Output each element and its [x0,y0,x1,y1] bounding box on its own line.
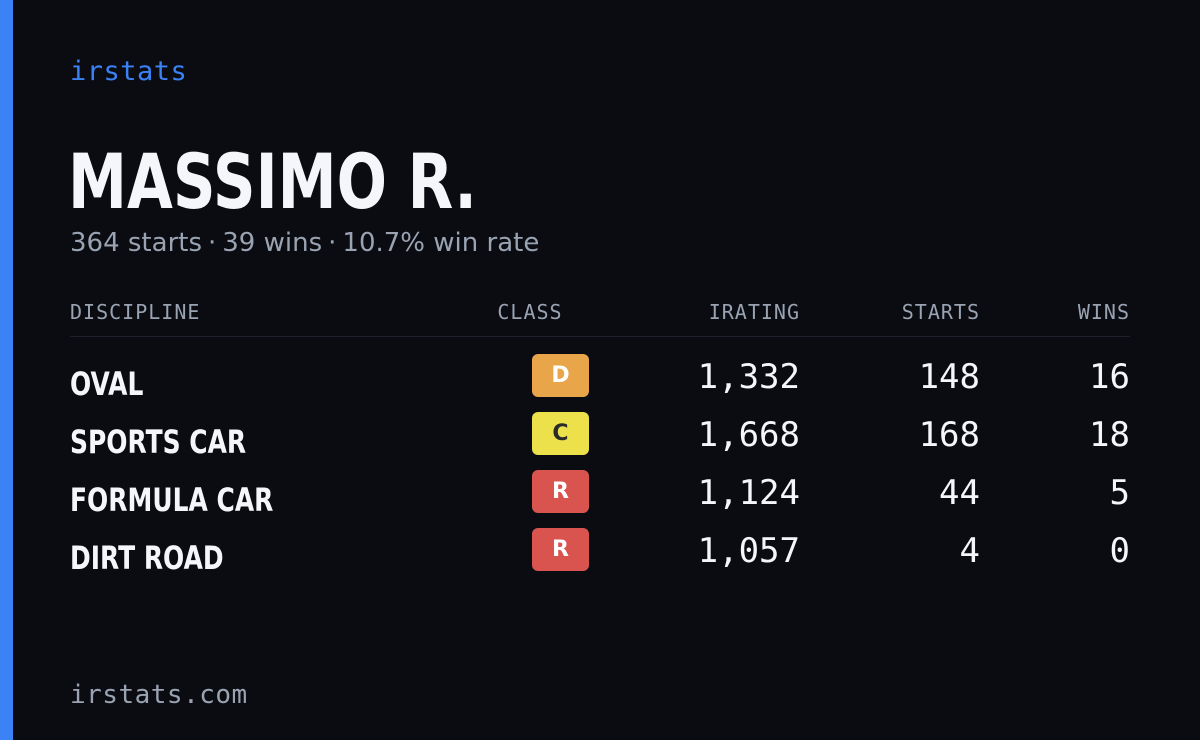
table-row: FORMULA CAR R 1,124 44 5 [70,466,1130,524]
starts-value: 4 [959,531,980,571]
discipline-table: OVAL D 1,332 148 16 SPORTS CAR C 1,668 1… [70,350,1130,582]
discipline-name: SPORTS CAR [70,423,247,461]
class-badge: C [532,412,589,455]
starts-value: 168 [918,415,980,455]
discipline-name: DIRT ROAD [70,539,224,577]
table-header: DISCIPLINE CLASS IRATING STARTS WINS [70,300,1130,337]
accent-bar [0,0,13,740]
wins-value: 18 [1089,415,1130,455]
discipline-name: OVAL [70,365,144,403]
header-wins: WINS [1077,300,1130,324]
header-class: CLASS [497,300,563,324]
brand-logo-text: irstats [70,56,188,87]
wins-value: 0 [1109,531,1130,571]
summary-starts: 364 starts [70,228,202,258]
class-badge: R [532,470,589,513]
wins-value: 5 [1109,473,1130,513]
header-irating: IRATING [708,300,800,324]
irating-value: 1,332 [697,357,800,397]
class-badge: D [532,354,589,397]
header-discipline: DISCIPLINE [70,300,201,324]
starts-value: 148 [918,357,980,397]
table-row: DIRT ROAD R 1,057 4 0 [70,524,1130,582]
discipline-name: FORMULA CAR [70,481,274,519]
wins-value: 16 [1089,357,1130,397]
table-row: SPORTS CAR C 1,668 168 18 [70,408,1130,466]
starts-value: 44 [939,473,980,513]
summary-separator: · [328,228,337,258]
footer-url: irstats.com [70,680,248,710]
header-starts: STARTS [901,300,980,324]
class-badge: R [532,528,589,571]
irating-value: 1,057 [697,531,800,571]
driver-name: MASSIMO R. [68,137,477,226]
summary-wins: 39 wins [222,228,323,258]
irating-value: 1,124 [697,473,800,513]
summary-separator: · [208,228,217,258]
irating-value: 1,668 [697,415,800,455]
summary-win-rate: 10.7% win rate [342,228,540,258]
table-row: OVAL D 1,332 148 16 [70,350,1130,408]
driver-summary: 364 starts · 39 wins · 10.7% win rate [70,228,539,258]
